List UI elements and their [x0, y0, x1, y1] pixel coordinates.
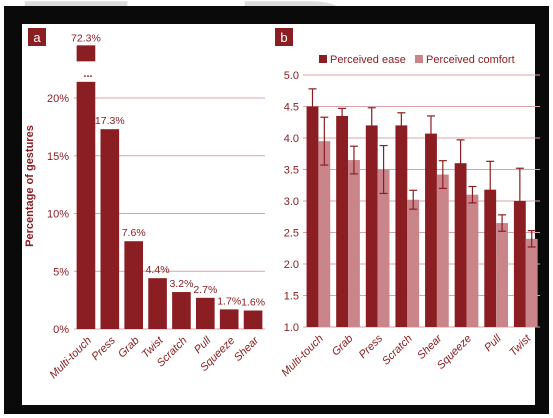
bar-perceived-ease-pull: [484, 189, 497, 327]
panel-a-y-tick-label: 15%: [47, 151, 69, 163]
panel-b-bars: [306, 106, 538, 328]
panel-a-y-tick-label: 10%: [47, 209, 69, 221]
bar-squeeze: [219, 309, 239, 329]
bar-twist: [148, 278, 167, 329]
panel-b-y-tick-label: 1.0: [284, 322, 299, 334]
bar-press: [100, 129, 120, 329]
data-label-squeeze: 1.7%: [217, 295, 241, 307]
bar-perceived-comfort-twist: [525, 238, 538, 327]
data-label-pull: 2.7%: [193, 284, 217, 296]
bar-perceived-ease-press: [365, 125, 378, 328]
panel-b-y-tick-label: 2.5: [284, 228, 299, 240]
bar-perceived-ease-twist: [513, 201, 526, 327]
bar-grab: [124, 241, 143, 329]
panel-b-y-tick-labels: 1.0 1.5 2.0 2.5 3.0 3.5 4.0 4.5 5.0: [284, 70, 299, 334]
bar-perceived-ease-scratch: [395, 125, 408, 328]
data-label-shear: 1.6%: [241, 297, 265, 309]
panel-b-y-tick-label: 4.0: [284, 133, 299, 145]
panel-a-y-tick-label: 0%: [53, 324, 69, 336]
bar-perceived-ease-squeeze: [454, 163, 467, 327]
panel-b-y-tick-label: 2.0: [284, 259, 299, 271]
legend-label-ease: Perceived ease: [330, 54, 406, 66]
data-label-twist: 4.4%: [146, 264, 170, 276]
panel-a-y-tick-label: 20%: [47, 93, 69, 105]
legend-label-comfort: Perceived comfort: [426, 54, 515, 66]
bar-perceived-ease-grab: [336, 115, 349, 327]
data-label-grab: 7.6%: [122, 227, 146, 239]
data-label-scratch: 3.2%: [169, 278, 193, 290]
panel-a-bars: [76, 45, 263, 329]
bar-perceived-comfort-shear: [436, 174, 449, 327]
panel-b-error-bars: [308, 88, 536, 248]
bar-perceived-ease-multi-touch: [306, 106, 319, 327]
panel-a-y-tick-label: 5%: [53, 266, 69, 278]
panel-b-y-tick-label: 1.5: [284, 291, 299, 303]
legend-swatch-comfort: [415, 55, 423, 63]
panel-a-label: a: [33, 30, 41, 45]
bar-pull: [196, 297, 215, 329]
panel-b-label: b: [280, 30, 287, 45]
bar-perceived-comfort-grab: [348, 160, 360, 327]
panel-a-data-labels: 72.3% 17.3% 7.6% 4.4% 3.2% 2.7%1.7% 1.6%: [71, 32, 265, 308]
panel-b-legend: Perceived ease Perceived comfort: [319, 54, 515, 66]
bar-scratch: [172, 292, 191, 329]
bar-shear: [243, 310, 263, 329]
panel-a-break-marker: ...: [83, 68, 92, 80]
bar-multi-touch: [76, 81, 96, 329]
panel-b-y-tick-label: 3.5: [284, 165, 299, 177]
panel-b-y-tick-label: 5.0: [284, 70, 299, 82]
legend-swatch-ease: [319, 55, 327, 63]
panel-a-background: [22, 24, 274, 405]
bar-cap-multi-touch: [76, 45, 96, 62]
panel-a-label-box: [28, 28, 46, 46]
panel-b-y-tick-label: 3.0: [284, 196, 299, 208]
bar-perceived-ease-shear: [425, 133, 437, 327]
data-label-press: 17.3%: [95, 115, 125, 127]
panel-a-y-tick-labels: 0% 5% 10% 15% 20%: [47, 93, 69, 336]
data-label-multi-touch: 72.3%: [71, 32, 101, 44]
panel-a-y-axis-label: Percentage of gestures: [24, 125, 36, 247]
panel-b-y-tick-label: 4.5: [284, 102, 299, 114]
bar-perceived-comfort-scratch: [407, 199, 420, 327]
bar-perceived-comfort-press: [377, 169, 390, 327]
panel-b-label-box: [275, 28, 293, 46]
bar-perceived-comfort-squeeze: [466, 194, 479, 327]
bar-perceived-comfort-multi-touch: [318, 141, 331, 327]
bar-perceived-comfort-pull: [496, 223, 509, 327]
